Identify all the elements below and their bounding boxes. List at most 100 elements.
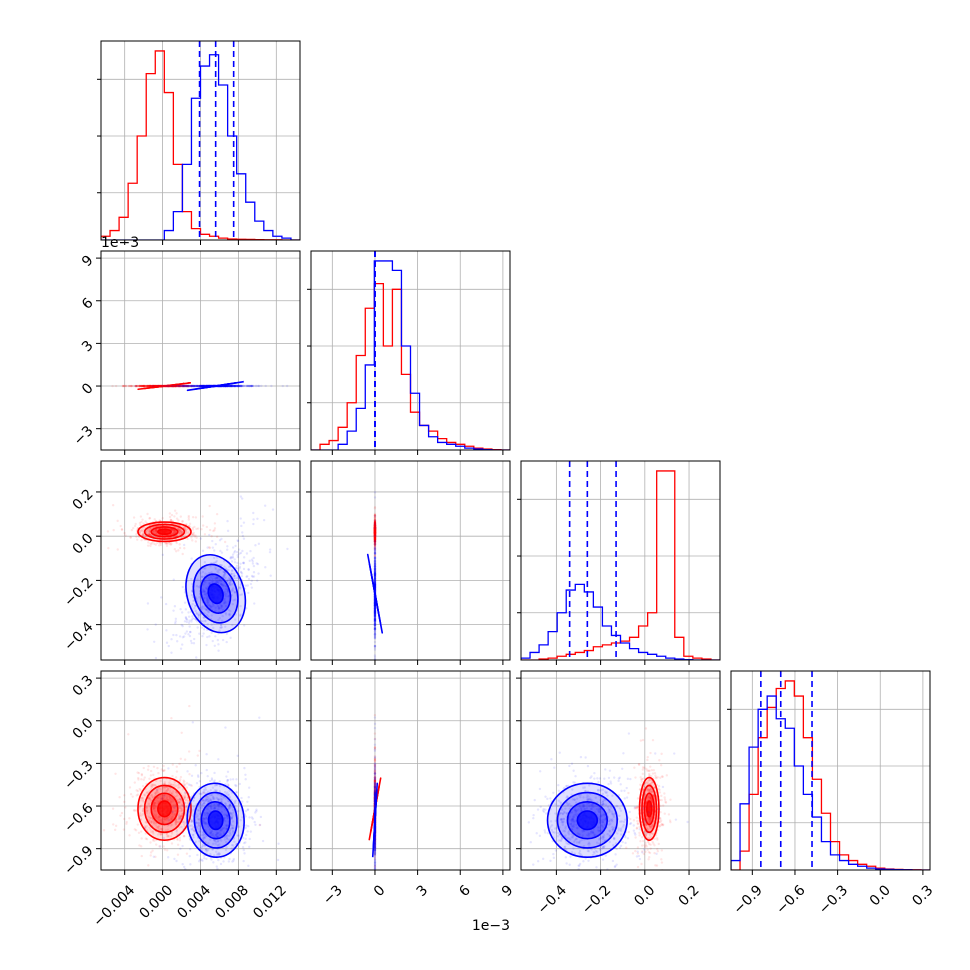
scatter-point [204, 384, 207, 388]
scatter-point [168, 796, 172, 799]
scatter-point [373, 628, 377, 631]
scatter-point [147, 864, 150, 867]
scatter-point [227, 384, 231, 388]
scatter-point [163, 817, 166, 820]
scatter-point [236, 539, 239, 542]
scatter-point [373, 633, 377, 636]
scatter-point [238, 384, 241, 388]
scatter-point [177, 786, 180, 789]
scatter-point [224, 611, 227, 615]
scatter-point [235, 384, 238, 388]
scatter-point [199, 537, 203, 540]
scatter-point [153, 801, 156, 805]
scatter-point [200, 384, 204, 388]
scatter-point [196, 626, 199, 629]
scatter-point [373, 610, 377, 613]
scatter-point [179, 775, 183, 779]
scatter-point [179, 384, 182, 388]
scatter-point [176, 384, 180, 388]
scatter-point [373, 570, 377, 574]
scatter-point [185, 384, 188, 388]
scatter-point [169, 783, 173, 786]
scatter-point [138, 384, 141, 388]
scatter-point [146, 602, 150, 605]
scatter-point [373, 574, 377, 578]
scatter-point [260, 384, 263, 388]
scatter-point [124, 384, 128, 388]
scatter-point [164, 602, 168, 606]
scatter-point [221, 583, 224, 587]
scatter-point [185, 384, 189, 388]
scatter-point [140, 529, 143, 532]
scatter-point [373, 581, 377, 584]
scatter-point [175, 765, 178, 768]
scatter-point [237, 548, 241, 551]
scatter-point [373, 617, 377, 621]
scatter-point [183, 384, 187, 388]
scatter-point [286, 547, 289, 551]
scatter-point [285, 384, 289, 388]
scatter-point [373, 601, 377, 604]
scatter-point [373, 613, 377, 616]
scatter-point [187, 615, 191, 618]
scatter-point [252, 522, 255, 526]
scatter-point [121, 384, 125, 388]
scatter-point [373, 631, 377, 634]
scatter-point [215, 576, 219, 580]
scatter-point [174, 820, 178, 824]
scatter-point [135, 384, 138, 388]
scatter-point [231, 587, 235, 590]
scatter-point [176, 384, 180, 388]
scatter-point [200, 384, 203, 388]
scatter-point [247, 568, 250, 572]
scatter-point [233, 576, 236, 580]
scatter-point [172, 609, 175, 612]
scatter-point [157, 817, 160, 820]
scatter-point [373, 611, 377, 615]
scatter-point [373, 606, 377, 609]
scatter-point [373, 613, 377, 617]
scatter-point [373, 561, 377, 565]
scatter-point [373, 624, 377, 627]
scatter-point [162, 793, 166, 797]
scatter-point [373, 607, 377, 610]
scatter-point [176, 384, 179, 388]
scatter-point [226, 589, 230, 593]
scatter-point [188, 384, 192, 388]
scatter-point [373, 607, 377, 610]
scatter-point [250, 574, 254, 578]
scatter-point [168, 515, 172, 519]
scatter-point [373, 601, 377, 605]
scatter-point [373, 516, 377, 519]
scatter-point [185, 384, 189, 388]
scatter-point [150, 793, 154, 797]
scatter-point [373, 602, 377, 606]
scatter-point [184, 529, 188, 533]
scatter-point [214, 576, 218, 579]
scatter-point [190, 384, 194, 388]
scatter-point [204, 619, 207, 622]
scatter-point [179, 384, 182, 388]
scatter-point [141, 796, 144, 800]
scatter-point [373, 603, 377, 607]
scatter-point [177, 801, 180, 804]
scatter-point [373, 572, 377, 575]
scatter-point [228, 384, 232, 388]
scatter-point [373, 609, 377, 612]
scatter-point [373, 601, 377, 605]
scatter-point [373, 557, 377, 560]
scatter-point [140, 774, 144, 777]
scatter-point [148, 384, 152, 388]
scatter-point [200, 384, 203, 388]
scatter-point [233, 384, 237, 388]
scatter-point [152, 530, 156, 533]
scatter-point [127, 733, 130, 736]
scatter-point [197, 585, 200, 589]
scatter-point [185, 528, 188, 531]
scatter-point [373, 582, 377, 586]
scatter-point [373, 572, 377, 575]
scatter-point [175, 517, 179, 520]
scatter-point [373, 583, 377, 586]
scatter-point [373, 609, 377, 613]
scatter-point [201, 384, 205, 388]
